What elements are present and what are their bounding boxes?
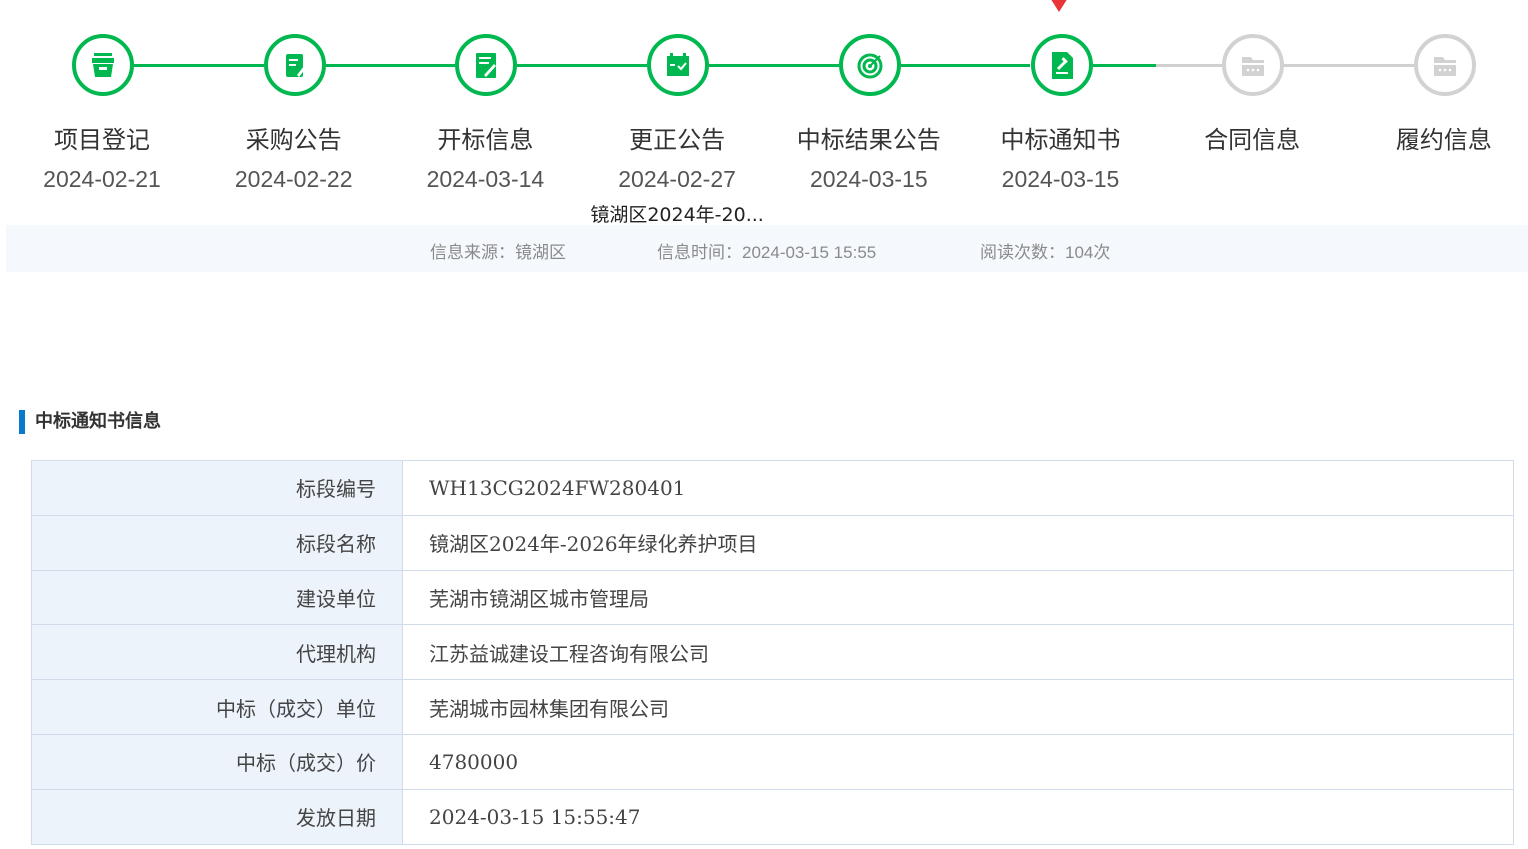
clipboard-edit-icon: [285, 54, 306, 77]
step-label: 采购公告: [245, 126, 342, 154]
field-label: 代理机构: [31, 624, 403, 681]
step-4[interactable]: 更正公告 2024-02-27 镜湖区2024年-20...: [581, 0, 839, 226]
folder-icon: [1242, 57, 1265, 76]
step-label: 合同信息: [1204, 126, 1301, 154]
step-connector: [1090, 64, 1157, 67]
step-circle[interactable]: [1413, 34, 1476, 96]
section-title: 中标通知书信息: [19, 410, 161, 434]
field-value: 芜湖市镜湖区城市管理局: [402, 569, 1514, 626]
step-connector: [1282, 64, 1414, 67]
step-date: 2024-03-15: [1001, 166, 1120, 192]
progress-steps: 项目登记 2024-02-21 采购公告 2024-02-22 开标信息 2024-03-…: [6, 0, 1528, 226]
step-5[interactable]: 中标结果公告 2024-03-15: [773, 0, 1031, 225]
field-label: 标段名称: [31, 514, 403, 571]
field-label: 标段编号: [31, 460, 403, 516]
step-circle[interactable]: [263, 34, 326, 96]
step-circle[interactable]: [838, 34, 901, 96]
field-label: 中标（成交）价: [31, 733, 403, 790]
step-1[interactable]: 项目登记 2024-02-21: [6, 0, 264, 225]
step-label: 开标信息: [437, 126, 534, 154]
field-label: 中标（成交）单位: [31, 679, 403, 735]
table-row: 中标（成交）单位 芜湖城市园林集团有限公司: [31, 679, 1514, 735]
step-subtitle-link[interactable]: 镜湖区2024年-20...: [590, 204, 764, 226]
step-3[interactable]: 开标信息 2024-03-14: [389, 0, 648, 225]
folder-icon: [1433, 57, 1456, 76]
table-row: 标段编号 WH13CG2024FW280401: [31, 460, 1514, 516]
step-date: 2024-03-14: [426, 166, 545, 192]
gavel-document-icon: [1051, 52, 1073, 79]
info-views: 阅读次数：104次: [980, 243, 1111, 262]
step-date: 2024-03-15: [809, 166, 928, 192]
archive-box-icon: [92, 53, 114, 77]
table-row: 代理机构 江苏益诚建设工程咨询有限公司: [31, 624, 1514, 681]
step-date: 2024-02-21: [43, 166, 161, 192]
step-connector: [707, 64, 839, 67]
step-label: 中标结果公告: [796, 126, 941, 154]
step-2[interactable]: 采购公告 2024-02-22: [198, 0, 456, 225]
step-date: 2024-02-22: [234, 166, 353, 192]
step-label: 更正公告: [629, 126, 726, 154]
calendar-check-icon: [667, 53, 690, 76]
field-label: 建设单位: [31, 569, 403, 626]
step-date: 2024-02-27: [618, 166, 736, 192]
current-step-marker: [1045, 0, 1073, 12]
step-circle[interactable]: [647, 34, 710, 96]
step-label: 履约信息: [1395, 126, 1492, 154]
step-circle[interactable]: [455, 34, 518, 96]
step-connector: [515, 64, 648, 67]
field-value: 镜湖区2024年-2026年绿化养护项目: [402, 514, 1514, 571]
field-value: 芜湖城市园林集团有限公司: [402, 679, 1514, 735]
step-8[interactable]: 履约信息: [1348, 0, 1528, 225]
field-value: 4780000: [402, 733, 1514, 790]
table-row: 建设单位 芜湖市镜湖区城市管理局: [31, 569, 1514, 626]
step-circle[interactable]: [1222, 34, 1285, 96]
table-row: 发放日期 2024-03-15 15:55:47: [31, 788, 1514, 845]
table-row: 中标（成交）价 4780000: [31, 733, 1514, 790]
field-value: 江苏益诚建设工程咨询有限公司: [402, 624, 1514, 681]
info-source: 信息来源：镜湖区: [430, 243, 566, 262]
table-row: 标段名称 镜湖区2024年-2026年绿化养护项目: [31, 514, 1514, 571]
step-connector: [132, 64, 264, 67]
step-connector: [898, 64, 1031, 67]
info-bar: 信息来源：镜湖区 信息时间：2024-03-15 15:55 阅读次数：104次: [6, 225, 1528, 272]
field-label: 发放日期: [31, 788, 403, 845]
step-label: 中标通知书: [1000, 126, 1121, 154]
step-connector: [323, 64, 456, 67]
award-notice-table: 标段编号 WH13CG2024FW280401 标段名称 镜湖区2024年-2026年…: [31, 460, 1514, 845]
target-icon: [857, 53, 883, 79]
field-value: 2024-03-15 15:55:47: [402, 788, 1514, 845]
document-edit-icon: [476, 53, 497, 78]
field-value: WH13CG2024FW280401: [402, 460, 1514, 516]
step-connector: [1156, 64, 1223, 67]
step-7[interactable]: 合同信息: [1156, 0, 1414, 225]
info-time: 信息时间：2024-03-15 15:55: [657, 243, 877, 262]
step-6[interactable]: 中标通知书 2024-03-15: [965, 0, 1223, 225]
step-label: 项目登记: [54, 126, 150, 154]
step-circle[interactable]: [72, 34, 134, 96]
step-circle[interactable]: [1030, 34, 1093, 96]
